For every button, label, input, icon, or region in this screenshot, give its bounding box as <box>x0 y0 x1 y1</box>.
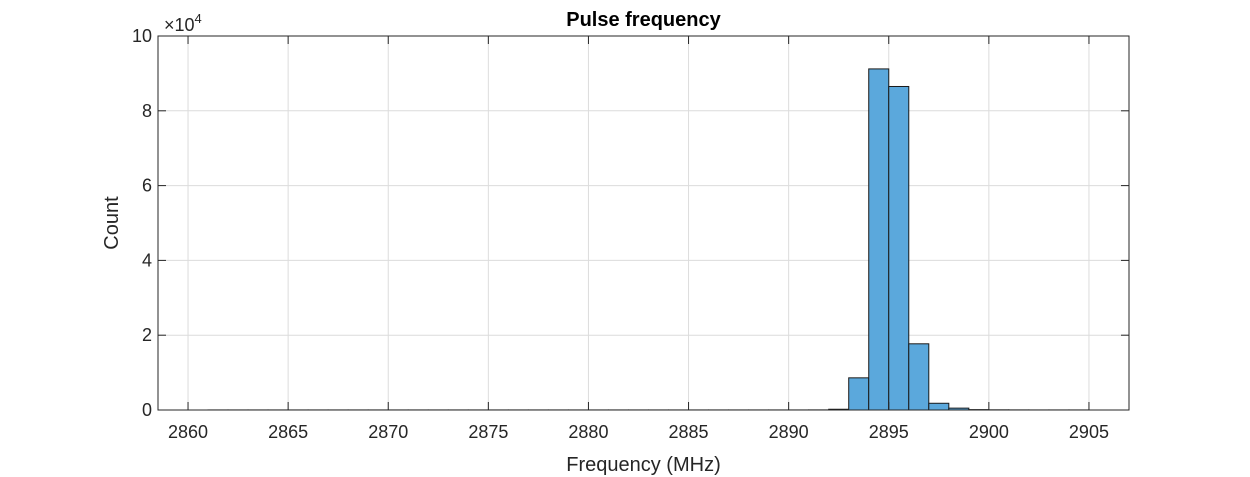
histogram-bar <box>928 402 950 411</box>
histogram-bars <box>207 68 1090 411</box>
x-tick-label: 2860 <box>168 422 208 442</box>
x-axis-label: Frequency (MHz) <box>566 454 720 476</box>
x-tick-label: 2885 <box>669 422 709 442</box>
x-tick-label: 2880 <box>568 422 608 442</box>
histogram-bar <box>908 343 930 411</box>
y-tick-label: 2 <box>142 325 152 345</box>
axis-ticks: 2860 2865 2870 2875 2880 2885 2890 2895 2900 2905… <box>132 26 1129 442</box>
y-tick-label: 0 <box>142 400 152 420</box>
y-tick-label: 10 <box>132 26 152 46</box>
chart-title: Pulse frequency <box>566 9 721 31</box>
y-tick-label: 6 <box>142 176 152 196</box>
grid-lines <box>158 35 1129 411</box>
x-tick-label: 2870 <box>368 422 408 442</box>
y-axis-label: Count <box>101 196 123 250</box>
y-axis-multiplier-exponent: 4 <box>195 11 202 26</box>
x-tick-label: 2875 <box>468 422 508 442</box>
x-tick-label: 2890 <box>769 422 809 442</box>
y-axis-multiplier: ×104 <box>164 11 202 35</box>
x-tick-label: 2900 <box>969 422 1009 442</box>
histogram-bar <box>888 85 910 411</box>
x-tick-label: 2865 <box>268 422 308 442</box>
axes-frame <box>157 35 1130 411</box>
x-tick-label: 2895 <box>869 422 909 442</box>
y-tick-label: 4 <box>142 250 152 270</box>
y-tick-label: 8 <box>142 101 152 121</box>
y-axis-multiplier-base: ×10 <box>164 15 195 35</box>
histogram-bar <box>868 68 890 411</box>
histogram-bar <box>848 377 870 411</box>
x-tick-label: 2905 <box>1069 422 1109 442</box>
